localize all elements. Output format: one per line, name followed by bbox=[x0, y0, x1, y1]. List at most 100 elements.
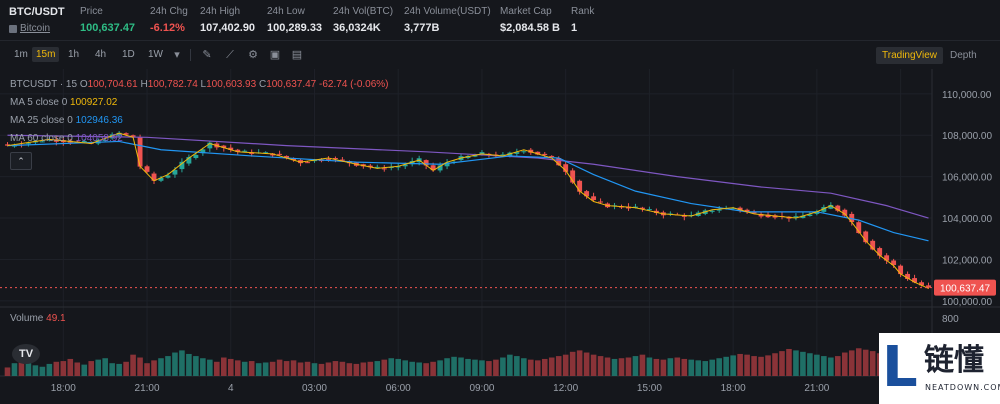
volume-bar bbox=[709, 359, 716, 376]
volume-bar bbox=[151, 360, 157, 376]
indicator-icon[interactable]: ⟋ bbox=[226, 49, 234, 61]
tradingview-toggle[interactable]: TradingView bbox=[876, 47, 944, 64]
volume-bar bbox=[590, 354, 597, 376]
timeframe-1w[interactable]: 1W bbox=[148, 49, 163, 60]
volume-bar bbox=[828, 357, 834, 376]
volume-bar bbox=[751, 356, 757, 376]
candle-body bbox=[200, 149, 206, 154]
volume-bar bbox=[81, 364, 88, 376]
volume-bar bbox=[541, 358, 548, 376]
stat-24h-low: 24h Low 100,289.33 bbox=[267, 5, 322, 36]
candle-body bbox=[542, 153, 548, 156]
candle-body bbox=[591, 196, 597, 201]
volume-bar bbox=[130, 354, 136, 376]
ma25-value: 102946.36 bbox=[75, 115, 123, 126]
depth-toggle[interactable]: Depth bbox=[950, 50, 977, 61]
stat-label: Price bbox=[80, 6, 103, 17]
volume-bar bbox=[807, 353, 813, 376]
tradingview-logo-icon: TV bbox=[12, 344, 40, 364]
volume-bar bbox=[528, 359, 534, 376]
pencil-icon[interactable]: ✎ bbox=[202, 49, 212, 61]
volume-bar bbox=[702, 361, 709, 376]
low-label: L bbox=[200, 79, 207, 90]
volume-bar bbox=[95, 359, 101, 376]
volume-bar bbox=[262, 362, 269, 376]
candle-body bbox=[563, 164, 569, 172]
coin-icon bbox=[9, 25, 17, 33]
volume-bar bbox=[67, 358, 74, 376]
legend-title: BTCUSDT · 15 bbox=[10, 79, 78, 90]
y-tick-label: 108,000.00 bbox=[942, 131, 992, 142]
volume-bar bbox=[855, 348, 862, 376]
ma60-row: MA 60 close 0 104058.92 bbox=[10, 132, 389, 150]
candle-body bbox=[5, 144, 10, 146]
volume-bar bbox=[848, 350, 855, 376]
chevron-down-icon[interactable]: ▾ bbox=[174, 49, 180, 61]
ma5-line bbox=[7, 132, 929, 289]
volume-label: Volume bbox=[10, 313, 44, 324]
pair-name-link[interactable]: Bitcoin bbox=[9, 22, 65, 36]
candle-body bbox=[898, 265, 904, 275]
settings-icon[interactable]: ⚙ bbox=[248, 49, 258, 61]
volume-bar bbox=[158, 358, 164, 376]
stat-label: 24h Volume(USDT) bbox=[404, 6, 491, 17]
stat-value: 3,777B bbox=[404, 22, 440, 34]
timeframe-1m[interactable]: 1m bbox=[14, 49, 28, 60]
layout-icon[interactable]: ▤ bbox=[291, 49, 303, 61]
volume-bar bbox=[765, 355, 771, 376]
candle-body bbox=[800, 215, 806, 219]
collapse-legend-button[interactable]: ⌃ bbox=[10, 152, 32, 170]
volume-bar bbox=[269, 361, 276, 376]
candle-body bbox=[242, 150, 248, 152]
volume-bar bbox=[555, 356, 562, 376]
watermark-logo: L 链懂 NEATDOWN.COM bbox=[879, 333, 1000, 404]
candle-body bbox=[12, 145, 17, 147]
x-tick-label: 4 bbox=[228, 383, 234, 394]
volume-bar bbox=[353, 363, 360, 376]
candlestick-chart[interactable]: 100,637.47 110,000.00 108,000.00 106,000.00… bbox=[0, 69, 1000, 404]
last-price-tag bbox=[934, 279, 996, 296]
close-value: 100,637.47 bbox=[266, 79, 317, 90]
volume-bar bbox=[234, 360, 241, 376]
candle-body bbox=[926, 285, 931, 288]
volume-tick-label: 800 bbox=[942, 314, 959, 325]
toolbar-divider bbox=[190, 49, 191, 61]
candle-body bbox=[395, 166, 401, 168]
timeframe-4h[interactable]: 4h bbox=[95, 49, 107, 60]
volume-bar bbox=[814, 354, 820, 376]
candle-body bbox=[814, 211, 820, 214]
candle-body bbox=[877, 248, 883, 256]
stat-label: Market Cap bbox=[500, 6, 552, 17]
volume-bar bbox=[681, 358, 688, 376]
candle-body bbox=[228, 147, 234, 150]
snapshot-icon[interactable]: ▣ bbox=[269, 49, 281, 61]
y-tick-label: 106,000.00 bbox=[942, 173, 992, 184]
market-stats-bar: BTC/USDT Bitcoin Price 100,637.47 24h Chg… bbox=[0, 0, 1000, 41]
candle-body bbox=[919, 282, 924, 286]
timeframe-1d[interactable]: 1D bbox=[122, 49, 135, 60]
stat-label: 24h Chg bbox=[150, 6, 188, 17]
pair-name: Bitcoin bbox=[20, 23, 51, 34]
volume-legend: Volume 49.1 bbox=[10, 313, 66, 324]
pair-selector[interactable]: BTC/USDT Bitcoin bbox=[9, 5, 65, 36]
candle-body bbox=[472, 155, 478, 157]
stat-market-cap: Market Cap $2,084.58 B bbox=[500, 5, 560, 36]
volume-bar bbox=[74, 362, 81, 376]
stat-24h-vol-btc: 24h Vol(BTC) 36,0324K bbox=[333, 5, 393, 36]
x-tick-label: 09:00 bbox=[469, 383, 494, 394]
ma60-value: 104058.92 bbox=[75, 133, 123, 144]
candle-body bbox=[500, 154, 506, 156]
volume-bar bbox=[723, 356, 729, 376]
watermark-chinese-text: 链懂 bbox=[924, 343, 984, 378]
y-tick-label: 104,000.00 bbox=[942, 214, 992, 225]
candle-body bbox=[25, 142, 31, 144]
candle-body bbox=[270, 153, 276, 156]
candle-body bbox=[81, 141, 87, 143]
x-tick-label: 18:00 bbox=[51, 383, 76, 394]
volume-bar bbox=[472, 359, 478, 376]
volume-bar bbox=[458, 357, 464, 376]
chart-background bbox=[0, 69, 1000, 404]
timeframe-1h[interactable]: 1h bbox=[68, 49, 80, 60]
volume-bar bbox=[583, 352, 590, 376]
timeframe-15m[interactable]: 15m bbox=[32, 47, 60, 62]
